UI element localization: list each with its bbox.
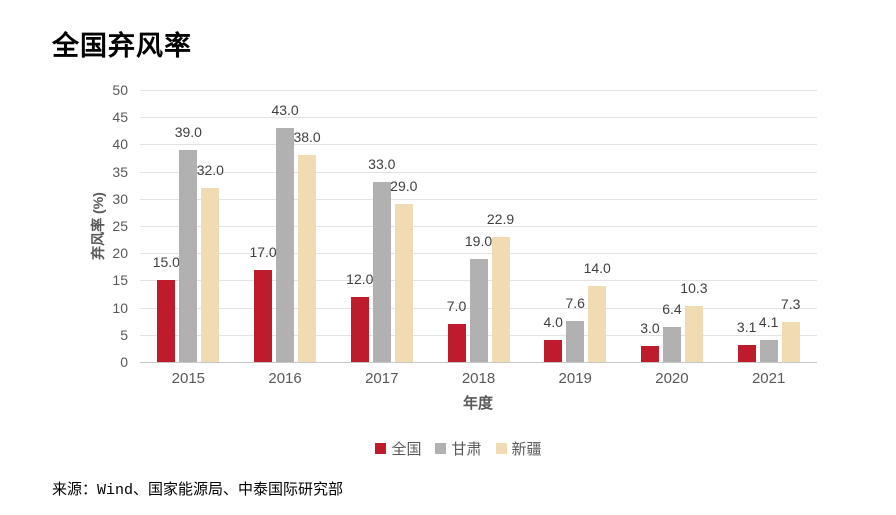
y-tick-label: 30 xyxy=(112,190,128,207)
value-label: 3.1 xyxy=(736,319,757,336)
y-tick-label: 20 xyxy=(112,245,128,262)
x-tick-label: 2019 xyxy=(558,370,592,387)
bar-新疆-2021 xyxy=(781,322,800,362)
bar-全国-2020 xyxy=(640,345,659,362)
value-label: 22.9 xyxy=(486,211,515,228)
x-tick-label: 2018 xyxy=(461,370,496,387)
value-label: 17.0 xyxy=(249,243,277,260)
value-label: 10.3 xyxy=(680,279,708,296)
bar-新疆-2018 xyxy=(491,237,510,362)
y-tick-label: 10 xyxy=(112,299,128,316)
value-label: 6.4 xyxy=(662,301,682,318)
value-label: 19.0 xyxy=(464,232,493,249)
value-label: 33.0 xyxy=(368,156,396,173)
legend-label: 甘肃 xyxy=(451,441,482,458)
chart-title: 全国弃风率 xyxy=(52,31,192,62)
legend-item-新疆: 新疆 xyxy=(495,438,542,459)
value-label: 39.0 xyxy=(174,123,202,140)
gridline xyxy=(140,144,817,146)
bar-新疆-2019 xyxy=(588,285,607,362)
x-axis-line xyxy=(140,362,817,363)
value-label: 43.0 xyxy=(271,102,299,119)
value-label: 14.0 xyxy=(583,259,611,276)
y-tick-label: 15 xyxy=(112,272,128,289)
value-label: 38.0 xyxy=(293,129,321,146)
legend-item-甘肃: 甘肃 xyxy=(435,438,482,459)
legend-swatch xyxy=(495,443,507,454)
bar-甘肃-2019 xyxy=(566,320,585,362)
gridline xyxy=(140,198,817,200)
y-tick-label: 5 xyxy=(120,326,128,343)
bar-全国-2015 xyxy=(157,280,176,362)
bar-全国-2019 xyxy=(544,340,563,362)
legend-item-全国: 全国 xyxy=(375,438,421,459)
value-label: 15.0 xyxy=(152,254,180,271)
y-tick-label: 50 xyxy=(112,82,128,98)
x-tick-label: 2015 xyxy=(171,370,206,387)
bar-甘肃-2016 xyxy=(276,128,295,362)
y-tick-label: 40 xyxy=(112,136,128,153)
bar-甘肃-2021 xyxy=(759,339,778,362)
bar-全国-2018 xyxy=(447,323,466,362)
y-tick-label: 0 xyxy=(120,354,128,370)
legend-swatch xyxy=(375,443,387,454)
bar-甘肃-2020 xyxy=(662,327,681,362)
value-label: 7.6 xyxy=(565,294,585,311)
gridline xyxy=(140,90,817,91)
legend-label: 新疆 xyxy=(511,441,542,458)
value-label: 4.1 xyxy=(758,313,779,330)
bar-甘肃-2017 xyxy=(372,182,391,362)
y-tick-label: 35 xyxy=(112,163,128,180)
legend: 全国 甘肃 新疆 xyxy=(100,438,817,459)
bar-全国-2017 xyxy=(350,296,369,362)
x-tick-label: 2020 xyxy=(655,370,689,387)
gridline xyxy=(140,253,817,255)
gridline xyxy=(140,171,817,173)
bar-全国-2021 xyxy=(737,345,756,362)
gridline xyxy=(140,226,817,227)
x-tick-label: 2016 xyxy=(268,370,302,387)
bar-新疆-2020 xyxy=(684,305,703,362)
value-label: 32.0 xyxy=(196,161,224,178)
bar-新疆-2017 xyxy=(394,204,413,362)
legend-label: 全国 xyxy=(391,441,422,458)
value-label: 4.0 xyxy=(543,314,563,331)
y-tick-label: 25 xyxy=(112,218,128,234)
bar-新疆-2016 xyxy=(298,155,317,362)
bar-甘肃-2018 xyxy=(469,258,488,362)
value-label: 7.0 xyxy=(446,297,467,314)
legend-swatch xyxy=(435,443,447,454)
value-label: 7.3 xyxy=(780,296,801,313)
value-label: 3.0 xyxy=(640,319,660,336)
value-label: 29.0 xyxy=(390,178,418,195)
value-label: 12.0 xyxy=(346,270,374,287)
bar-甘肃-2015 xyxy=(179,149,198,362)
x-axis-title: 年度 xyxy=(462,395,494,412)
bar-全国-2016 xyxy=(254,269,273,362)
bar-新疆-2015 xyxy=(201,187,220,362)
x-tick-label: 2021 xyxy=(751,370,786,387)
y-tick-label: 45 xyxy=(112,109,128,126)
source-note: 来源：Wind、国家能源局、中泰国际研究部 xyxy=(52,482,344,499)
x-tick-label: 2017 xyxy=(365,370,399,387)
gridline xyxy=(140,117,817,119)
